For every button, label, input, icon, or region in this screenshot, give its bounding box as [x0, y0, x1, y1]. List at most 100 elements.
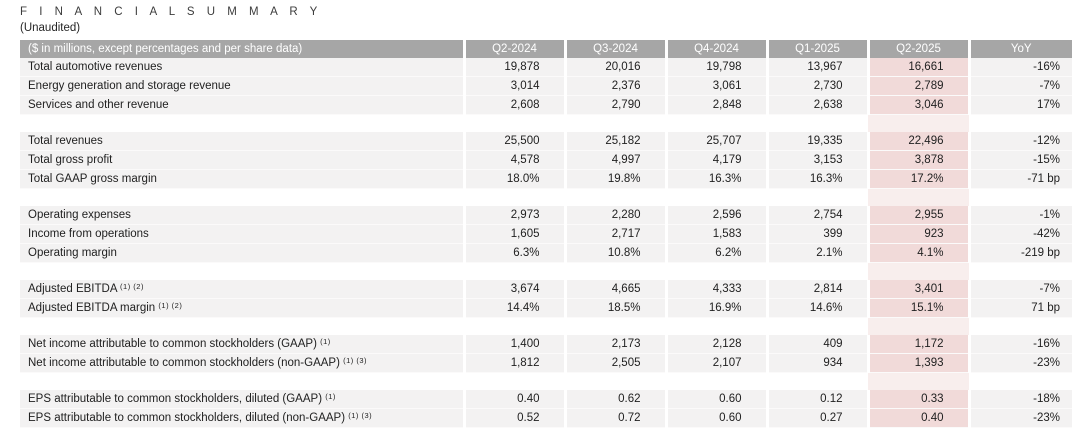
spacer-cell [20, 114, 464, 132]
spacer-cell [969, 262, 1072, 280]
row-label: EPS attributable to common stockholders,… [20, 390, 464, 409]
spacer-cell [969, 114, 1072, 132]
page-title: F I N A N C I A L S U M M A R Y [20, 6, 322, 18]
value-cell: 0.62 [563, 390, 666, 409]
row-label: Net income attributable to common stockh… [20, 335, 464, 354]
value-cell: 2,128 [664, 335, 767, 354]
value-cell: 409 [765, 335, 868, 354]
spacer-cell [565, 317, 666, 335]
row-label: Adjusted EBITDA margin (1) (2) [20, 298, 464, 318]
yoy-value-cell: 71 bp [967, 298, 1072, 318]
value-cell: 18.0% [462, 169, 565, 189]
table-row: Operating margin 6.3% 10.8% 6.2% 2.1% 4.1% -21… [20, 243, 1072, 263]
table-row: Net income attributable to common stockh… [20, 353, 1072, 373]
yoy-value-cell: -71 bp [967, 169, 1072, 189]
value-cell: 2,848 [664, 95, 767, 115]
value-cell: 2,790 [563, 95, 666, 115]
value-cell: 1,400 [462, 335, 565, 354]
yoy-value-cell: -7% [967, 76, 1072, 96]
spacer-cell [464, 188, 565, 206]
row-label: Services and other revenue [20, 95, 464, 115]
spacer-row [20, 114, 1072, 132]
value-cell: 19.8% [563, 169, 666, 189]
value-cell: 0.60 [664, 390, 767, 409]
value-cell: 22,496 [866, 132, 969, 151]
value-cell: 3,014 [462, 76, 565, 96]
value-cell: 2,107 [664, 353, 767, 373]
value-cell: 4,997 [563, 150, 666, 170]
spacer-cell [565, 188, 666, 206]
financial-summary-page: F I N A N C I A L S U M M A R Y (Unaudit… [20, 6, 1072, 428]
column-header: YoY [967, 40, 1072, 58]
value-cell: 2,717 [563, 224, 666, 244]
row-label: Adjusted EBITDA (1) (2) [20, 280, 464, 299]
row-label: Operating expenses [20, 206, 464, 225]
value-cell: 1,605 [462, 224, 565, 244]
yoy-value-cell: -23% [967, 353, 1072, 373]
table-body: Total automotive revenues 19,878 20,016 19,… [20, 58, 1072, 428]
table-row: Services and other revenue 2,608 2,790 2,84… [20, 95, 1072, 115]
value-cell: 2,596 [664, 206, 767, 225]
spacer-cell [464, 114, 565, 132]
spacer-cell [767, 114, 868, 132]
spacer-cell [767, 262, 868, 280]
value-cell: 4,578 [462, 150, 565, 170]
footnote-marker: (1) [325, 392, 336, 401]
yoy-value-cell: -1% [967, 206, 1072, 225]
spacer-cell [868, 262, 969, 280]
page-subtitle: (Unaudited) [20, 22, 81, 34]
value-cell: 2,608 [462, 95, 565, 115]
table-row: EPS attributable to common stockholders,… [20, 390, 1072, 409]
yoy-value-cell: -219 bp [967, 243, 1072, 263]
value-cell: 19,798 [664, 58, 767, 77]
footnote-marker: (1) (2) [120, 282, 144, 291]
value-cell: 0.60 [664, 408, 767, 428]
value-cell: 2,730 [765, 76, 868, 96]
value-cell: 923 [866, 224, 969, 244]
table-row: Total GAAP gross margin 18.0% 19.8% 16.3% 16… [20, 169, 1072, 189]
footnote-marker: (1) (3) [343, 356, 368, 365]
row-label: Total revenues [20, 132, 464, 151]
value-cell: 3,046 [866, 95, 969, 115]
value-cell: 16.9% [664, 298, 767, 318]
yoy-value-cell: 17% [967, 95, 1072, 115]
row-label: EPS attributable to common stockholders,… [20, 408, 464, 428]
value-cell: 3,878 [866, 150, 969, 170]
table-row: Energy generation and storage revenue 3,0… [20, 76, 1072, 96]
spacer-cell [20, 188, 464, 206]
yoy-value-cell: -18% [967, 390, 1072, 409]
column-header: Q3-2024 [563, 40, 666, 58]
spacer-cell [565, 372, 666, 390]
value-cell: 3,061 [664, 76, 767, 96]
value-cell: 20,016 [563, 58, 666, 77]
table-row: Total gross profit 4,578 4,997 4,179 3,153 3,… [20, 150, 1072, 170]
yoy-value-cell: -16% [967, 335, 1072, 354]
row-label: Net income attributable to common stockh… [20, 353, 464, 373]
value-cell: 1,393 [866, 353, 969, 373]
spacer-cell [969, 188, 1072, 206]
table-row: Adjusted EBITDA margin (1) (2) 14.4% 18.5%… [20, 298, 1072, 318]
footnote-marker: (1) (3) [348, 411, 373, 420]
spacer-cell [20, 262, 464, 280]
table-row: Net income attributable to common stockh… [20, 335, 1072, 354]
value-cell: 16.3% [765, 169, 868, 189]
spacer-cell [767, 188, 868, 206]
column-header: Q2-2025 [866, 40, 969, 58]
table-row: Income from operations 1,605 2,717 1,583 399… [20, 224, 1072, 244]
spacer-cell [868, 188, 969, 206]
value-cell: 6.2% [664, 243, 767, 263]
value-cell: 17.2% [866, 169, 969, 189]
value-cell: 1,812 [462, 353, 565, 373]
value-cell: 0.27 [765, 408, 868, 428]
table-row: Operating expenses 2,973 2,280 2,596 2,754 2,… [20, 206, 1072, 225]
value-cell: 3,401 [866, 280, 969, 299]
spacer-cell [767, 372, 868, 390]
footnote-marker: (1) (2) [158, 301, 183, 310]
value-cell: 19,335 [765, 132, 868, 151]
value-cell: 1,172 [866, 335, 969, 354]
spacer-row [20, 188, 1072, 206]
value-cell: 2,973 [462, 206, 565, 225]
value-cell: 16,661 [866, 58, 969, 77]
value-cell: 0.33 [866, 390, 969, 409]
value-cell: 4,333 [664, 280, 767, 299]
